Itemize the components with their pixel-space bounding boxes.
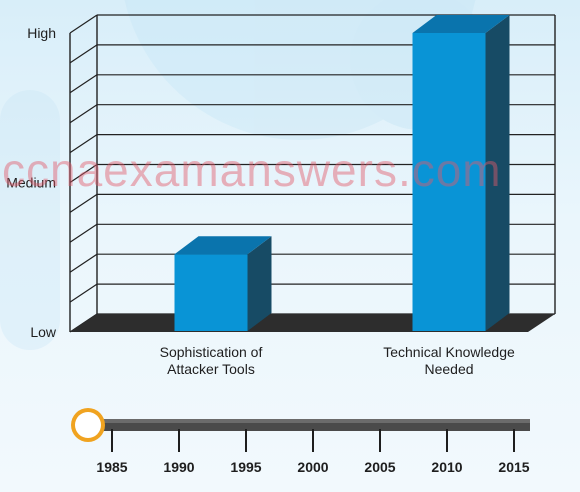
- bar-front-0: [174, 254, 248, 331]
- timeline-year-1: 1990: [163, 459, 194, 475]
- watermark-text: ccnaexamanswers.com: [2, 144, 502, 196]
- grid-line-d-6: [69, 134, 98, 154]
- timeline-year-0: 1985: [96, 459, 127, 475]
- timeline-year-6: 2015: [498, 459, 529, 475]
- grid-line-d-3: [69, 223, 98, 243]
- grid-line-d-1: [69, 283, 98, 303]
- grid-line-d-4: [69, 193, 98, 213]
- timeline-year-2: 1995: [230, 459, 261, 475]
- bar-1: [412, 15, 510, 331]
- bar-top-0: [174, 236, 272, 255]
- timeline-year-5: 2010: [431, 459, 462, 475]
- grid-line-d-8: [69, 74, 98, 94]
- x-category-label-0: Sophistication of Attacker Tools: [160, 344, 263, 377]
- timeline-knob[interactable]: [75, 412, 101, 438]
- grid-line-d-2: [69, 253, 98, 273]
- grid-line-d-7: [69, 104, 98, 124]
- x-axis-labels: Sophistication of Attacker Tools Technical…: [160, 344, 515, 377]
- y-tick-label-0: Low: [30, 324, 57, 340]
- bar-front-1: [412, 33, 486, 331]
- y-tick-label-1: Medium: [6, 175, 56, 191]
- grid-line-d-5: [69, 164, 98, 183]
- timeline-track-highlight: [84, 419, 530, 423]
- timeline-year-4: 2005: [364, 459, 395, 475]
- grid-line-d-10: [69, 14, 98, 34]
- timeline-year-3: 2000: [297, 459, 328, 475]
- y-axis-labels: Low Medium High: [6, 25, 57, 340]
- y-tick-label-2: High: [27, 25, 56, 41]
- chart-bars: [174, 15, 510, 331]
- bar-side-0: [247, 236, 272, 331]
- bar-0: [174, 236, 272, 331]
- x-category-label-1: Technical Knowledge Needed: [383, 344, 515, 377]
- grid-line-d-9: [69, 44, 98, 64]
- bar-side-1: [485, 15, 510, 331]
- bar-top-1: [412, 15, 510, 33]
- timeline-slider[interactable]: 1985 1990 1995 2000 2005 2010 2015: [71, 408, 530, 475]
